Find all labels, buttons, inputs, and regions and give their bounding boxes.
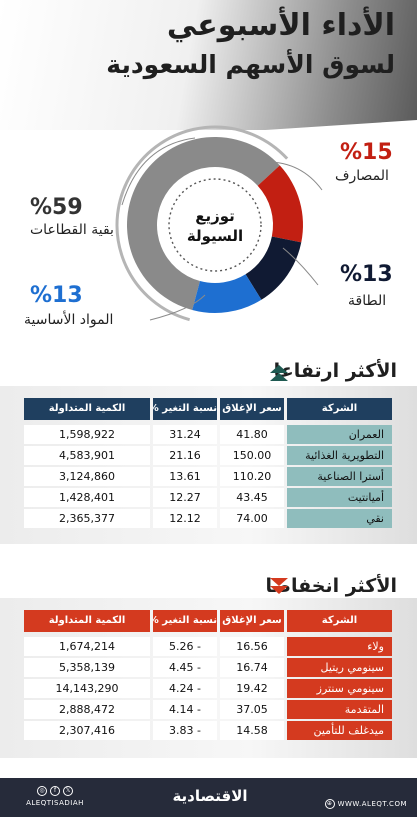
company-cell: أسترا الصناعية bbox=[287, 467, 392, 486]
close-cell: 110.20 bbox=[220, 467, 284, 486]
company-cell: العمران bbox=[287, 425, 392, 444]
col-volume: الكمية المتداولة bbox=[24, 398, 150, 420]
chevron-down-icon bbox=[270, 578, 288, 594]
slice-label-materials: المواد الأساسية bbox=[24, 312, 114, 328]
gainers-table-header: الشركة سعر الإغلاق نسبة التغير % الكمية … bbox=[24, 398, 392, 420]
table-row: سينومي ريتيل 16.74 4.45 -5,358,139 bbox=[24, 658, 392, 677]
table-row: ولاء 16.56 5.26 -1,674,214 bbox=[24, 637, 392, 656]
slice-label-others-value: %59 bbox=[30, 195, 83, 220]
instagram-icon[interactable]: ◎ bbox=[37, 786, 47, 796]
facebook-icon[interactable]: f bbox=[50, 786, 60, 796]
table-row: ميدغلف للتأمين 14.58 3.83 -2,307,416 bbox=[24, 721, 392, 740]
footer-handle[interactable]: ALEQTISADIAH bbox=[26, 799, 84, 807]
table-row: نقي 74.00 12.12 2,365,377 bbox=[24, 509, 392, 528]
change-cell: 4.45 - bbox=[153, 658, 217, 677]
table-row: العمران 41.80 31.24 1,598,922 bbox=[24, 425, 392, 444]
donut-title-line2: السيولة bbox=[187, 227, 243, 245]
close-cell: 19.42 bbox=[220, 679, 284, 698]
slice-label-materials-value: %13 bbox=[30, 283, 83, 308]
col-volume: الكمية المتداولة bbox=[24, 610, 150, 632]
slice-label-banks: المصارف bbox=[335, 168, 389, 184]
change-cell: 31.24 bbox=[153, 425, 217, 444]
leader-lines bbox=[121, 137, 323, 321]
donut-inner-dots bbox=[168, 178, 262, 272]
chevron-up-icon bbox=[270, 365, 288, 381]
slice-label-banks-value: %15 bbox=[340, 140, 393, 165]
col-close: سعر الإغلاق bbox=[220, 610, 284, 632]
page-title: الأداء الأسبوعي bbox=[166, 8, 395, 43]
company-cell: التطويرية الغذائية bbox=[287, 446, 392, 465]
change-cell: 4.14 - bbox=[153, 700, 217, 719]
volume-cell: 2,365,377 bbox=[24, 509, 150, 528]
table-row: أسترا الصناعية 110.20 13.61 3,124,860 bbox=[24, 467, 392, 486]
company-cell: نقي bbox=[287, 509, 392, 528]
donut-slice-0 bbox=[127, 136, 280, 311]
company-cell: ولاء bbox=[287, 637, 392, 656]
close-cell: 14.58 bbox=[220, 721, 284, 740]
x-icon[interactable]: 𝕏 bbox=[63, 786, 73, 796]
footer-logo: الاقتصادية bbox=[172, 787, 248, 805]
company-cell: أميانتيت bbox=[287, 488, 392, 507]
close-cell: 37.05 bbox=[220, 700, 284, 719]
losers-title: الأكثر انخفاضا bbox=[265, 575, 397, 597]
volume-cell: 4,583,901 bbox=[24, 446, 150, 465]
volume-cell: 1,598,922 bbox=[24, 425, 150, 444]
close-cell: 41.80 bbox=[220, 425, 284, 444]
company-cell: المتقدمة bbox=[287, 700, 392, 719]
change-cell: 5.26 - bbox=[153, 637, 217, 656]
col-close: سعر الإغلاق bbox=[220, 398, 284, 420]
change-cell: 13.61 bbox=[153, 467, 217, 486]
close-cell: 43.45 bbox=[220, 488, 284, 507]
change-cell: 12.12 bbox=[153, 509, 217, 528]
gainers-title: الأكثر ارتفاعا bbox=[273, 360, 397, 382]
table-row: التطويرية الغذائية 150.00 21.16 4,583,901 bbox=[24, 446, 392, 465]
losers-table-header: الشركة سعر الإغلاق نسبة التغير % الكمية … bbox=[24, 610, 392, 632]
table-row: أميانتيت 43.45 12.27 1,428,401 bbox=[24, 488, 392, 507]
table-row: المتقدمة 37.05 4.14 -2,888,472 bbox=[24, 700, 392, 719]
footer-site[interactable]: ⊕ WWW.ALEQT.COM bbox=[324, 799, 407, 809]
donut-slices bbox=[115, 125, 303, 322]
volume-cell: 5,358,139 bbox=[24, 658, 150, 677]
globe-icon: ⊕ bbox=[324, 799, 335, 809]
col-change: نسبة التغير % bbox=[153, 398, 217, 420]
header-background bbox=[0, 0, 417, 130]
close-cell: 16.74 bbox=[220, 658, 284, 677]
footer: ◎ f 𝕏 ALEQTISADIAH الاقتصادية ⊕ WWW.ALEQ… bbox=[0, 778, 417, 817]
company-cell: سينومي سنترز bbox=[287, 679, 392, 698]
col-company: الشركة bbox=[287, 398, 392, 420]
col-change: نسبة التغير % bbox=[153, 610, 217, 632]
change-cell: 3.83 - bbox=[153, 721, 217, 740]
table-row: سينومي سنترز 19.42 4.24 -14,143,290 bbox=[24, 679, 392, 698]
change-cell: 4.24 - bbox=[153, 679, 217, 698]
donut-outer-ring bbox=[115, 125, 289, 322]
donut-title-line1: توزيع bbox=[195, 207, 235, 225]
liquidity-donut-chart: توزيع السيولة bbox=[115, 125, 323, 322]
volume-cell: 2,307,416 bbox=[24, 721, 150, 740]
col-company: الشركة bbox=[287, 610, 392, 632]
close-cell: 150.00 bbox=[220, 446, 284, 465]
company-cell: ميدغلف للتأمين bbox=[287, 721, 392, 740]
footer-social: ◎ f 𝕏 ALEQTISADIAH bbox=[10, 786, 100, 807]
donut-slice-1 bbox=[257, 165, 303, 243]
volume-cell: 1,428,401 bbox=[24, 488, 150, 507]
change-cell: 21.16 bbox=[153, 446, 217, 465]
volume-cell: 3,124,860 bbox=[24, 467, 150, 486]
slice-label-energy: الطاقة bbox=[348, 293, 387, 309]
volume-cell: 2,888,472 bbox=[24, 700, 150, 719]
donut-center bbox=[179, 189, 251, 261]
volume-cell: 1,674,214 bbox=[24, 637, 150, 656]
change-cell: 12.27 bbox=[153, 488, 217, 507]
donut-slice-3 bbox=[192, 274, 262, 313]
close-cell: 74.00 bbox=[220, 509, 284, 528]
page-subtitle: لسوق الأسهم السعودية bbox=[106, 50, 395, 79]
header-curve bbox=[0, 120, 417, 200]
close-cell: 16.56 bbox=[220, 637, 284, 656]
volume-cell: 14,143,290 bbox=[24, 679, 150, 698]
footer-site-text: WWW.ALEQT.COM bbox=[337, 800, 407, 808]
slice-label-energy-value: %13 bbox=[340, 262, 393, 287]
company-cell: سينومي ريتيل bbox=[287, 658, 392, 677]
slice-label-others: بقية القطاعات bbox=[30, 222, 114, 238]
